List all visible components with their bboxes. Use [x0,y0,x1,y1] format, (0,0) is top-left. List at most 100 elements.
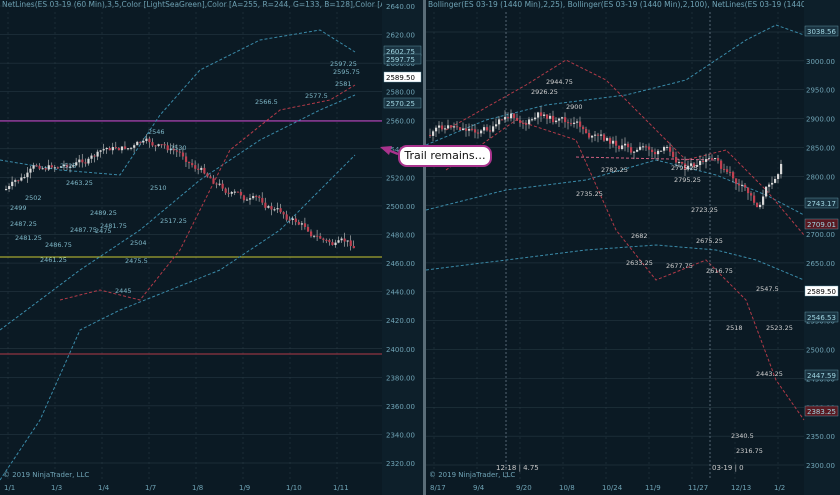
panel-divider[interactable] [423,0,427,495]
candle-body [660,150,663,152]
candle-body [696,165,699,167]
candle-body [105,147,108,150]
candle-body [84,162,87,164]
x-tick-label: 1/1 [4,484,15,492]
price-tag [804,197,839,209]
candle-body [291,218,294,220]
level-label: 2547.5 [756,285,779,293]
candle-body [705,159,708,162]
candle-body [603,134,606,141]
price-axis[interactable] [382,0,424,495]
level-label: 2633.25 [626,259,653,267]
candle-body [561,117,564,119]
price-axis[interactable] [804,0,840,495]
candle-body [209,176,212,179]
candle-body [558,118,561,121]
candle-body [249,198,252,200]
candle-body [78,159,81,163]
candle-body [303,223,307,227]
candle-body [242,195,246,201]
candle-body [573,122,576,124]
price-tag [804,369,839,381]
candle-body [236,191,239,193]
candle-body [735,178,738,184]
candle-body [127,148,130,150]
y-tick-label: 2420.00 [386,317,415,325]
level-label: 2577.5 [305,92,328,100]
bollinger-middle [0,94,356,331]
left-price-chart[interactable]: 2640.002620.002600.002580.002560.002540.… [0,0,424,495]
y-tick-label: 2850.00 [806,144,835,152]
candle-body [313,235,316,237]
candle-body [762,196,765,205]
candle-body [555,120,558,123]
candle-body [597,134,600,136]
x-tick-label: 12/13 [731,484,751,492]
candle-body [300,223,304,225]
candle-body [687,165,690,170]
y-tick-label: 2300.00 [806,462,835,470]
candle-body [690,163,693,166]
y-tick-label: 2640.00 [386,3,415,11]
level-label: 2461.25 [40,256,67,264]
price-tag-label: 2589.50 [386,74,415,82]
candle-body [498,119,501,125]
candle-body [600,134,603,136]
y-tick-label: 2400.00 [386,346,415,354]
level-label: 2510 [150,184,167,192]
candle-body [35,165,38,167]
candle-body [270,206,273,210]
candle-body [90,155,93,159]
candle-body [297,222,300,225]
left-chart-panel[interactable]: NetLines(ES 03-19 (60 Min),3,5,Color [Li… [0,0,461,495]
candle-body [528,119,531,125]
candle-body [447,125,450,129]
right-chart-panel[interactable]: Bollinger(ES 03-19 (1440 Min),2,25), Bol… [426,0,840,495]
candle-body [663,147,666,151]
candle-body [108,147,111,151]
candle-body [627,143,630,148]
candle-body [651,149,654,153]
level-label: 2675.25 [696,237,723,245]
price-tag-label: 2589.50 [807,288,836,296]
y-tick-label: 2320.00 [386,460,415,468]
candle-body [337,240,340,243]
candle-body [624,143,627,146]
candle-body [594,134,597,136]
level-label: 2595.75 [333,68,360,76]
candle-body [218,183,221,185]
candle-body [23,177,26,179]
candle-body [462,128,465,131]
candle-body [5,189,8,191]
candle-body [130,147,133,149]
level-label: 2795.25 [674,176,701,184]
candle-body [492,126,495,132]
candle-body [319,236,322,239]
candle-body [723,168,726,170]
right-price-chart[interactable]: 3050.003000.002950.002900.002850.002800.… [426,0,840,495]
y-tick-label: 2950.00 [806,87,835,95]
candle-body [435,127,438,132]
candle-body [510,113,513,119]
y-tick-label: 2520.00 [386,174,415,182]
level-label: 2900 [566,103,583,111]
candle-body [675,157,678,163]
level-label: 2782.25 [601,166,628,174]
candle-body [456,126,459,128]
candle-body [148,138,151,143]
candle-body [732,172,735,179]
level-label: 2566.5 [255,98,278,106]
price-tag-label: 2546.53 [807,314,836,322]
bollinger-lower [0,154,356,481]
candle-body [642,146,645,148]
candle-body [780,163,783,175]
level-label: 2463.25 [66,179,93,187]
candle-body [157,144,160,146]
candle-body [537,112,540,118]
candle-body [645,146,648,148]
candle-body [14,180,17,182]
candle-body [582,126,585,130]
candle-body [322,238,325,240]
candle-body [59,166,63,168]
candle-body [44,168,47,170]
